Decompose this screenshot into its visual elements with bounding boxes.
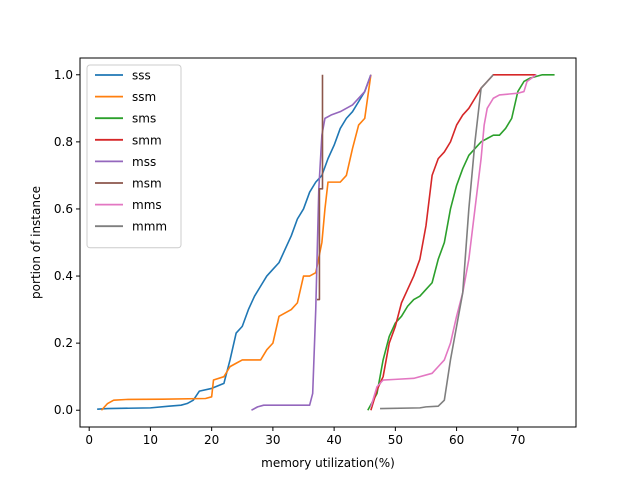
- x-axis-label: memory utilization(%): [261, 456, 395, 470]
- series-line-sss: [97, 74, 372, 411]
- legend-label-mms: mms: [132, 198, 162, 212]
- x-tick-label: 0: [85, 433, 93, 447]
- x-tick-label: 70: [510, 433, 525, 447]
- legend-label-mss: mss: [132, 155, 156, 169]
- legend-label-sms: sms: [132, 112, 156, 126]
- x-tick-label: 60: [449, 433, 464, 447]
- y-tick-label: 0.8: [54, 135, 73, 149]
- y-tick-label: 0.2: [54, 336, 73, 350]
- legend-box: [86, 64, 182, 249]
- legend: sss ssm sms smm mss msm mms mmm: [86, 64, 182, 249]
- y-axis-ticks: 0.0 0.2 0.4 0.6 0.8 1.0: [54, 68, 80, 417]
- series-line-mss: [251, 74, 372, 411]
- series-line-mmm: [380, 74, 494, 410]
- y-tick-label: 0.0: [54, 403, 73, 417]
- series-line-smm: [370, 73, 537, 411]
- x-tick-label: 50: [388, 433, 403, 447]
- series-line-sms: [367, 73, 555, 411]
- x-tick-label: 20: [204, 433, 219, 447]
- legend-label-mmm: mmm: [132, 220, 167, 234]
- x-tick-label: 40: [326, 433, 341, 447]
- legend-label-smm: smm: [132, 133, 162, 147]
- legend-label-ssm: ssm: [132, 90, 156, 104]
- plot-lines: [97, 73, 555, 411]
- series-line-msm: [316, 74, 324, 301]
- legend-label-msm: msm: [132, 177, 162, 191]
- y-tick-label: 0.6: [54, 202, 73, 216]
- y-axis-label: portion of instance: [29, 186, 43, 299]
- series-line-ssm: [100, 74, 372, 411]
- series-line-mms: [370, 74, 537, 408]
- y-tick-label: 1.0: [54, 68, 73, 82]
- x-axis-ticks: 0 10 20 30 40 50 60 70: [85, 427, 525, 447]
- y-tick-label: 0.4: [54, 269, 73, 283]
- plot-frame: [79, 57, 577, 428]
- legend-label-sss: sss: [132, 69, 151, 83]
- x-tick-label: 10: [143, 433, 158, 447]
- x-tick-label: 30: [265, 433, 280, 447]
